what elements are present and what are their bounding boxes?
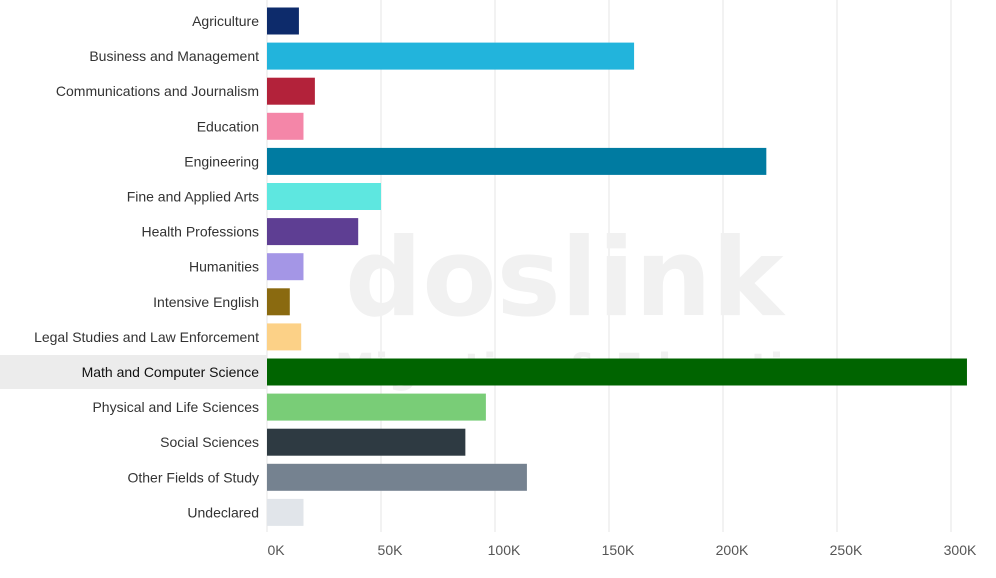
bar[interactable] xyxy=(267,7,299,35)
bar[interactable] xyxy=(267,358,967,386)
x-tick-label: 100K xyxy=(488,542,521,558)
bar[interactable] xyxy=(267,183,381,210)
category-label: Undeclared xyxy=(187,504,259,520)
category-label: Humanities xyxy=(189,259,259,275)
bar[interactable] xyxy=(267,498,304,526)
bar[interactable] xyxy=(267,428,466,456)
category-label: Business and Management xyxy=(89,48,259,64)
bar[interactable] xyxy=(267,147,767,175)
category-label: Math and Computer Science xyxy=(82,364,260,380)
category-label: Communications and Journalism xyxy=(56,83,259,99)
category-label: Physical and Life Sciences xyxy=(92,399,259,415)
category-label: Social Sciences xyxy=(160,434,259,450)
bar[interactable] xyxy=(267,112,304,140)
highlight-band xyxy=(0,355,267,389)
category-label: Agriculture xyxy=(192,13,259,29)
x-tick-label: 50K xyxy=(378,542,404,558)
category-label: Other Fields of Study xyxy=(127,469,259,485)
bar[interactable] xyxy=(267,323,302,351)
category-label: Intensive English xyxy=(153,294,259,310)
bar[interactable] xyxy=(267,463,527,491)
x-tick-label: 150K xyxy=(602,542,635,558)
bar[interactable] xyxy=(267,393,486,421)
bar[interactable] xyxy=(267,218,359,246)
category-label: Legal Studies and Law Enforcement xyxy=(34,329,259,345)
category-label: Engineering xyxy=(184,153,259,169)
x-tick-label: 250K xyxy=(830,542,863,558)
x-tick-label: 300K xyxy=(944,542,977,558)
bar[interactable] xyxy=(267,288,290,316)
category-label: Fine and Applied Arts xyxy=(127,189,259,205)
bar[interactable] xyxy=(267,77,315,105)
bar[interactable] xyxy=(267,253,304,281)
x-tick-label: 200K xyxy=(716,542,749,558)
bar[interactable] xyxy=(267,42,635,70)
x-tick-label: 0K xyxy=(267,542,285,558)
category-label: Health Professions xyxy=(141,224,259,240)
watermark-brand: doslink xyxy=(345,216,786,341)
category-label: Education xyxy=(197,118,259,134)
